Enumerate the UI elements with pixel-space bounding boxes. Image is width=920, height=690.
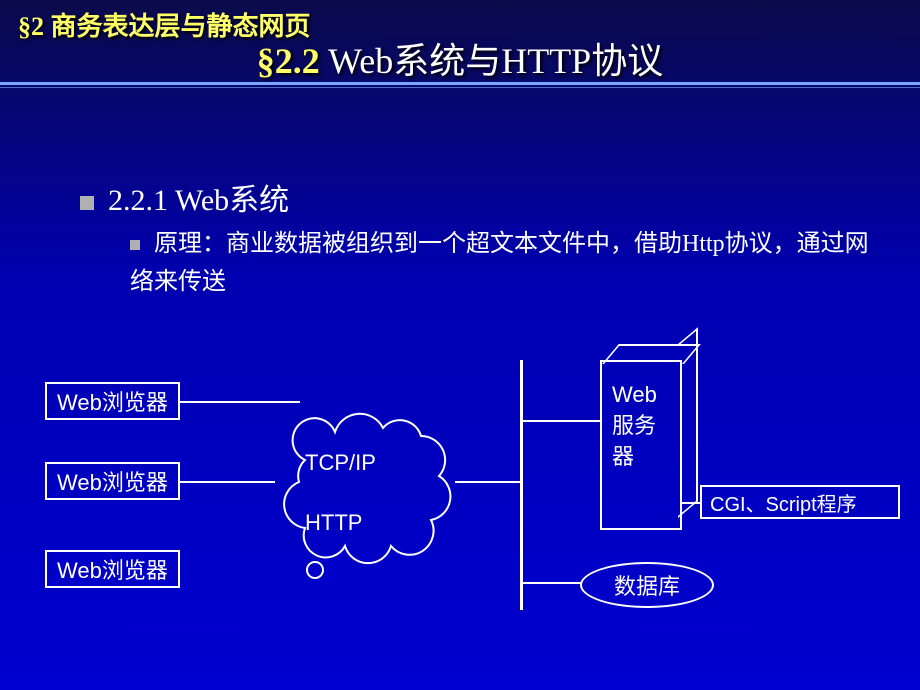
browser-box-2: Web浏览器 xyxy=(45,462,180,500)
connector xyxy=(682,502,702,504)
web-system-diagram: Web浏览器 Web浏览器 Web浏览器 TCP/IP HTTP Web服务器 … xyxy=(0,360,920,660)
subsection-heading: 2.2.1 Web系统 xyxy=(80,175,289,219)
subsection-text: 2.2.1 Web系统 xyxy=(108,184,289,217)
section-title: §2.2 Web系统与HTTP协议 xyxy=(0,32,920,84)
bullet-icon xyxy=(130,240,140,250)
bullet-icon xyxy=(80,196,94,210)
principle-body: 原理：商业数据被组织到一个超文本文件中，借助Http协议，通过网络来传送 xyxy=(130,231,869,295)
cloud-icon xyxy=(265,400,465,590)
divider xyxy=(0,82,920,85)
browser-box-3: Web浏览器 xyxy=(45,550,180,588)
cgi-box: CGI、Script程序 xyxy=(700,485,900,519)
connector xyxy=(455,481,520,483)
browser-box-1: Web浏览器 xyxy=(45,382,180,420)
connector xyxy=(180,481,275,483)
section-text: Web系统与HTTP协议 xyxy=(320,41,663,81)
database-box: 数据库 xyxy=(580,562,714,608)
principle-text: 原理：商业数据被组织到一个超文本文件中，借助Http协议，通过网络来传送 xyxy=(130,225,870,302)
section-number: §2.2 xyxy=(257,41,320,81)
divider xyxy=(0,87,920,88)
connector xyxy=(520,582,582,584)
connector xyxy=(520,420,600,422)
cloud-label-http: HTTP xyxy=(305,510,362,536)
bus-line xyxy=(520,360,523,610)
server-label: Web服务器 xyxy=(612,380,672,472)
cloud-label-tcpip: TCP/IP xyxy=(305,450,376,476)
